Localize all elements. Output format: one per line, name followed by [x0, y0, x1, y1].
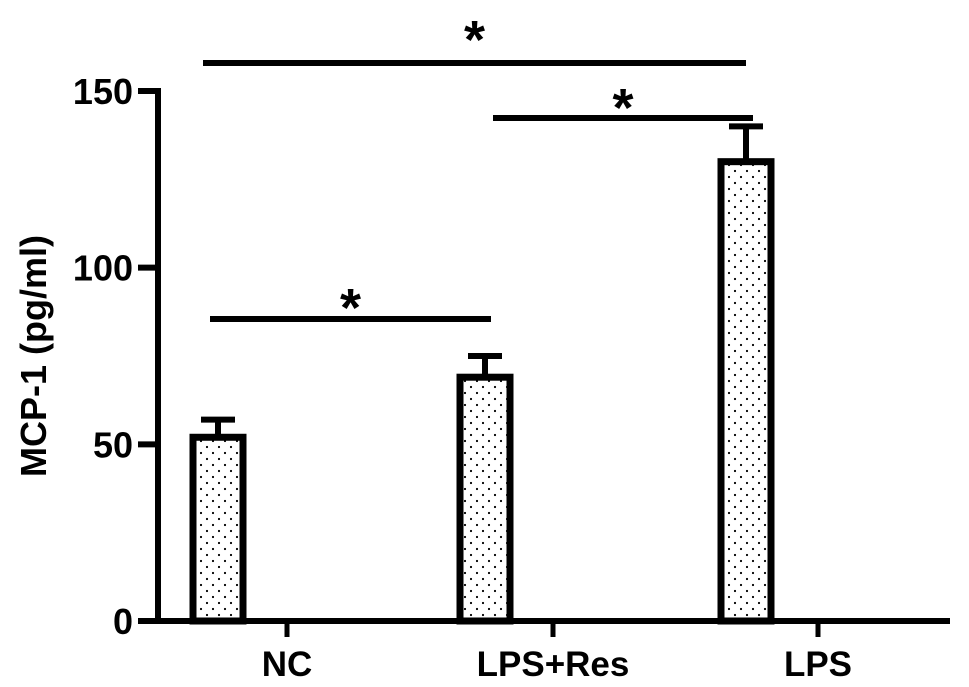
bar-lps	[717, 158, 775, 625]
x-tick-label: LPS	[784, 645, 852, 684]
y-tick-label: 100	[73, 248, 133, 289]
y-tick-label: 0	[113, 601, 133, 642]
bar-lps-res	[456, 373, 514, 625]
significance-star: *	[340, 278, 361, 338]
y-axis-label: MCP-1 (pg/ml)	[13, 235, 54, 477]
significance-star: *	[464, 10, 485, 70]
y-tick-label: 150	[73, 71, 133, 112]
bar-nc	[189, 433, 247, 625]
significance-star: *	[612, 78, 633, 138]
x-tick-label: LPS+Res	[477, 645, 630, 684]
x-tick-label: NC	[262, 645, 313, 684]
y-tick-label: 50	[93, 424, 133, 465]
